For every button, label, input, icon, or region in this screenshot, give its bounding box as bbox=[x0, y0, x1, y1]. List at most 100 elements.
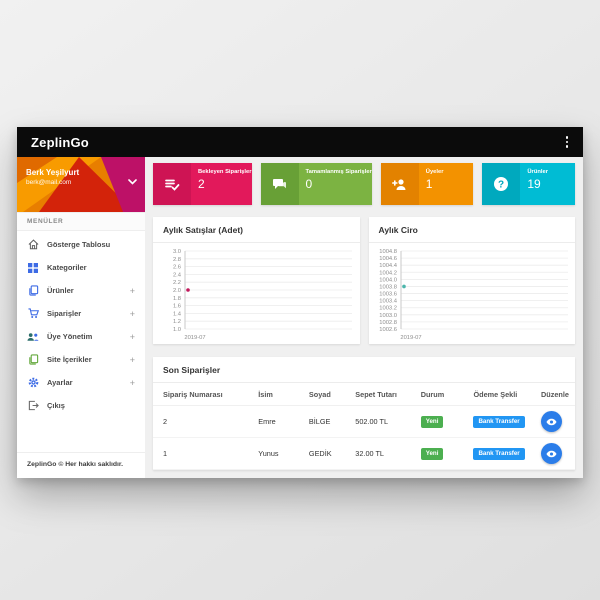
svg-text:1004.2: 1004.2 bbox=[379, 270, 397, 276]
pages-icon bbox=[27, 285, 39, 297]
chevron-down-icon[interactable] bbox=[128, 179, 137, 185]
svg-text:3.0: 3.0 bbox=[173, 249, 181, 255]
svg-text:1003.2: 1003.2 bbox=[379, 306, 397, 312]
payment-badge: Bank Transfer bbox=[473, 447, 525, 460]
add-user-icon bbox=[380, 163, 419, 205]
column-header-cart-total: Sepet Tutarı bbox=[351, 383, 417, 406]
order-last-name: BİLGE bbox=[304, 405, 352, 438]
payment-badge: Bank Transfer bbox=[473, 415, 525, 428]
column-header-payment: Ödeme Şekli bbox=[469, 383, 537, 406]
chart-title: Aylık Satışlar (Adet) bbox=[153, 217, 360, 243]
expand-plus-icon[interactable]: + bbox=[129, 354, 135, 365]
gear-icon bbox=[27, 377, 39, 389]
sidebar-section-title: MENÜLER bbox=[17, 212, 145, 231]
svg-text:1003.4: 1003.4 bbox=[379, 299, 398, 305]
table-row: 1 Yunus GEDİK 32.00 TL Yeni Bank Transfe… bbox=[153, 437, 575, 470]
table-row: 2 Emre BİLGE 502.00 TL Yeni Bank Transfe… bbox=[153, 405, 575, 438]
sidebar-item-gosterge-tablosu[interactable]: Gösterge Tablosu bbox=[17, 233, 145, 256]
column-header-first-name: İsim bbox=[254, 383, 305, 406]
svg-text:2.6: 2.6 bbox=[173, 265, 181, 271]
cart-icon bbox=[27, 308, 39, 320]
order-total: 32.00 TL bbox=[351, 437, 417, 470]
stat-card-tamamlanmis-siparisler[interactable]: Tamamlanmış Siparişler 0 bbox=[260, 163, 372, 205]
expand-plus-icon[interactable]: + bbox=[129, 331, 135, 342]
sidebar-item-site-icerikler[interactable]: Site İçerikler + bbox=[17, 348, 145, 371]
sidebar-item-label: Üye Yönetim bbox=[47, 332, 93, 341]
svg-text:1003.8: 1003.8 bbox=[379, 284, 397, 290]
stat-card-value: 19 bbox=[527, 177, 541, 191]
main-content: Bekleyen Siparişler 2 Tamamlanmış Sipari… bbox=[145, 157, 583, 478]
stat-card-urunler[interactable]: ? Ürünler 19 bbox=[482, 163, 575, 205]
svg-text:1.0: 1.0 bbox=[173, 327, 181, 333]
stat-card-value: 0 bbox=[305, 177, 313, 191]
sidebar-footer-copyright: ZeplinGo © Her hakkı saklıdır. bbox=[17, 452, 145, 478]
app-title: ZeplinGo bbox=[31, 134, 89, 150]
sidebar: Berk Yeşilyurt berk@mail.com MENÜLER Gös… bbox=[17, 157, 145, 478]
sidebar-item-uye-yonetim[interactable]: Üye Yönetim + bbox=[17, 325, 145, 348]
charts-row: Aylık Satışlar (Adet) 3.0 2.8 2.6 2.4 2.2 2.0… bbox=[153, 217, 575, 344]
column-header-edit: Düzenle bbox=[536, 383, 575, 406]
column-header-order-number: Sipariş Numarası bbox=[153, 383, 255, 406]
view-order-button[interactable] bbox=[540, 443, 562, 464]
checklist-icon bbox=[153, 163, 191, 205]
sidebar-item-kategoriler[interactable]: Kategoriler bbox=[17, 256, 145, 279]
expand-plus-icon[interactable]: + bbox=[129, 285, 135, 296]
sidebar-item-label: Site İçerikler bbox=[47, 355, 92, 364]
sidebar-item-ayarlar[interactable]: Ayarlar + bbox=[17, 371, 145, 394]
kebab-menu-icon[interactable] bbox=[563, 133, 572, 151]
column-header-status: Durum bbox=[416, 383, 470, 406]
logout-icon bbox=[27, 400, 39, 412]
people-icon bbox=[27, 331, 39, 343]
monthly-revenue-chart: 1004.8 1004.6 1004.4 1004.2 1004.0 1003.8 1003… bbox=[369, 243, 576, 344]
svg-text:1.6: 1.6 bbox=[173, 304, 181, 310]
question-icon: ? bbox=[482, 163, 521, 205]
expand-plus-icon[interactable]: + bbox=[129, 308, 135, 319]
svg-text:2019-07: 2019-07 bbox=[400, 335, 421, 341]
chart-title: Aylık Ciro bbox=[368, 217, 575, 243]
svg-text:1002.6: 1002.6 bbox=[379, 327, 397, 333]
sidebar-item-label: Ayarlar bbox=[47, 378, 73, 387]
sidebar-item-cikis[interactable]: Çıkış bbox=[17, 394, 145, 417]
monthly-sales-chart: 3.0 2.8 2.6 2.4 2.2 2.0 1.8 1.6 1.4 1.2 1.0 2019-07 bbox=[153, 243, 360, 344]
sidebar-item-label: Siparişler bbox=[47, 309, 82, 318]
chart-panel-aylik-ciro: Aylık Ciro 1004.8 1004.6 1004.4 1004.2 1004.… bbox=[368, 217, 576, 344]
stat-card-uyeler[interactable]: Üyeler 1 bbox=[380, 163, 474, 205]
order-total: 502.00 TL bbox=[351, 405, 417, 438]
svg-text:2019-07: 2019-07 bbox=[184, 335, 205, 341]
expand-plus-icon[interactable]: + bbox=[129, 377, 135, 388]
svg-text:1004.4: 1004.4 bbox=[379, 263, 398, 269]
svg-text:1003.6: 1003.6 bbox=[379, 292, 397, 298]
grid-icon bbox=[27, 262, 39, 274]
svg-text:1004.8: 1004.8 bbox=[379, 249, 397, 255]
sidebar-item-label: Ürünler bbox=[47, 286, 74, 295]
chat-icon bbox=[260, 163, 299, 205]
svg-text:1.4: 1.4 bbox=[173, 311, 182, 317]
svg-text:2.0: 2.0 bbox=[173, 288, 181, 294]
sidebar-item-urunler[interactable]: Ürünler + bbox=[17, 279, 145, 302]
sidebar-item-label: Gösterge Tablosu bbox=[47, 240, 111, 249]
svg-text:1002.8: 1002.8 bbox=[379, 320, 397, 326]
stat-card-label: Üyeler bbox=[425, 169, 444, 175]
view-order-button[interactable] bbox=[540, 411, 562, 432]
svg-text:1.8: 1.8 bbox=[173, 296, 181, 302]
svg-text:1.2: 1.2 bbox=[173, 319, 181, 325]
sidebar-menu: Gösterge Tablosu Kategoriler Ürünler + bbox=[17, 231, 145, 452]
svg-text:?: ? bbox=[498, 179, 504, 190]
user-panel-background bbox=[17, 157, 145, 212]
content-icon bbox=[27, 354, 39, 366]
order-first-name: Yunus bbox=[254, 437, 305, 470]
svg-text:2.8: 2.8 bbox=[173, 257, 181, 263]
stat-card-bekleyen-siparisler[interactable]: Bekleyen Siparişler 2 bbox=[153, 163, 252, 205]
sidebar-item-siparisler[interactable]: Siparişler + bbox=[17, 302, 145, 325]
orders-table: Sipariş Numarası İsim Soyad Sepet Tutarı… bbox=[153, 383, 575, 470]
stat-cards-row: Bekleyen Siparişler 2 Tamamlanmış Sipari… bbox=[153, 163, 575, 205]
stat-card-value: 1 bbox=[425, 177, 433, 191]
eye-icon bbox=[546, 450, 557, 457]
user-panel[interactable]: Berk Yeşilyurt berk@mail.com bbox=[17, 157, 145, 212]
sidebar-item-label: Kategoriler bbox=[47, 263, 87, 272]
order-number: 1 bbox=[153, 437, 255, 470]
column-header-last-name: Soyad bbox=[304, 383, 352, 406]
svg-text:1003.0: 1003.0 bbox=[379, 313, 397, 319]
status-badge: Yeni bbox=[420, 447, 444, 460]
app-window: ZeplinGo Berk Yeşilyurt berk@mail.com bbox=[17, 127, 583, 478]
